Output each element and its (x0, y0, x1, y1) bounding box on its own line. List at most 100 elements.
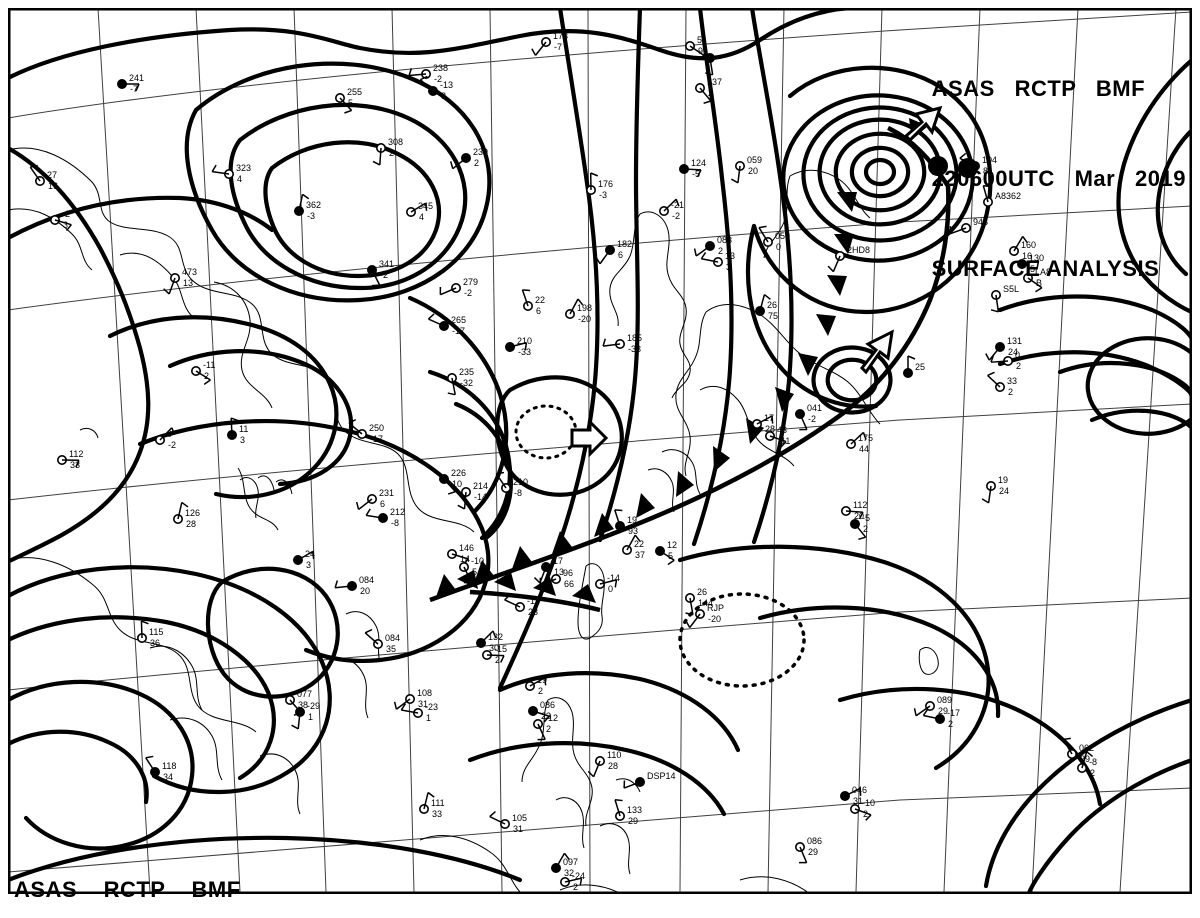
station-temp: B (1036, 278, 1043, 288)
station-pressure: 948 (973, 217, 989, 227)
station-temp: 28 (765, 424, 776, 434)
station-pressure: RJP (707, 603, 725, 613)
station-pressure: A8362 (995, 191, 1022, 201)
station-pressure: -5 (862, 513, 871, 523)
station-plot-marker (348, 418, 367, 439)
station-pressure: 041 (807, 403, 823, 413)
station-pressure: 0 (167, 429, 173, 439)
station-temp: 24 (999, 486, 1010, 496)
station-plot-marker (364, 628, 383, 649)
station-pressure: 226 (451, 468, 467, 478)
station-pressure: LA8 (1035, 267, 1052, 277)
station-plot-marker (191, 365, 211, 385)
map-frame (8, 8, 1192, 894)
station-pressure: -10 (862, 798, 876, 808)
station-plot-marker (990, 289, 1001, 313)
station-plot-marker (532, 718, 546, 741)
station-pressure: 084 (385, 633, 401, 643)
station-pressure: 96 (563, 568, 574, 578)
station-pressure: 26 (767, 300, 778, 310)
station-temp: 8 (441, 91, 447, 101)
station-plot-marker (372, 143, 386, 166)
station-plot-marker (730, 161, 745, 184)
station-plot-marker (439, 282, 461, 296)
station-temp: 2 (495, 655, 501, 665)
station-plot-marker (49, 215, 72, 232)
station-plot-marker (700, 252, 723, 267)
station-plot-marker (684, 592, 695, 616)
station-temp: 8 (983, 166, 989, 176)
station-temp: 33 (432, 809, 443, 819)
station-pressure: 118 (162, 761, 177, 771)
station-plot-marker (539, 573, 561, 587)
station-pressure: 176 (598, 179, 614, 189)
station-temp: 32 (564, 868, 575, 878)
station-pressure: 115 (149, 627, 164, 637)
station-temp: 24 (1008, 347, 1019, 357)
station-plot-marker (840, 505, 864, 520)
station-temp: 5 (348, 98, 354, 108)
station-plot-marker (623, 776, 645, 789)
station-temp: 2 (546, 724, 552, 734)
station-temp: 2 (1008, 387, 1014, 397)
station-pressure: 5 (697, 35, 703, 45)
station-plot-marker (564, 298, 584, 319)
station-plot-marker (981, 480, 996, 504)
station-temp: -11 (778, 436, 791, 446)
station-plot-marker (481, 649, 505, 663)
station-temp: 31 (418, 699, 429, 709)
station-pressure: 212 (390, 507, 406, 517)
station-temp: 16 (1022, 251, 1033, 261)
station-temp: 3 (63, 220, 69, 230)
station-plot-marker (913, 700, 935, 717)
station-pressure: -13 (527, 596, 541, 606)
dotted-circle-h1016 (678, 592, 806, 688)
station-pressure: -14 (607, 573, 621, 583)
station-pressure: -8 (1089, 757, 1098, 767)
station-temp: 3 (306, 560, 312, 570)
station-pressure: -21 (671, 200, 685, 210)
station-temp: 0 (776, 242, 782, 252)
station-pressure: 210 (513, 477, 529, 487)
station-temp: 1 (308, 712, 314, 722)
station-plot-marker (117, 79, 140, 92)
station-temp: 34 (163, 772, 174, 782)
station-temp: -7 (554, 42, 563, 52)
station-pressure: 255 (347, 87, 363, 97)
station-pressure: 43 (777, 425, 788, 435)
station-temp: 75 (768, 311, 779, 321)
station-temp: 29 (938, 706, 949, 716)
station-pressure: 160 (1021, 240, 1037, 250)
station-temp: 29 (808, 847, 819, 857)
station-pressure: 0 (1015, 350, 1021, 360)
station-plot-marker (658, 198, 680, 217)
station-plot-marker (693, 241, 715, 257)
station-temp: 10 (452, 479, 463, 489)
station-pressure: -13 (440, 80, 454, 90)
station-temp: 14 (460, 554, 471, 564)
station-pressure: 137 (707, 77, 723, 87)
station-temp: 9 (698, 46, 704, 56)
station-temp: 0 (608, 584, 614, 594)
station-temp: -2 (434, 74, 443, 84)
station-plot-marker (594, 578, 618, 589)
station-pressure: 130 (1029, 253, 1045, 263)
station-plot-marker (29, 164, 45, 187)
station-pressure: 250 (369, 423, 385, 433)
station-temp: 37 (635, 550, 646, 560)
station-temp: 5 (1030, 264, 1036, 274)
cold-front-main (429, 185, 951, 603)
station-temp: 4 (419, 212, 425, 222)
station-temp: -2 (808, 414, 817, 424)
station-plot-marker (531, 36, 551, 56)
station-temp: -8 (514, 488, 523, 498)
station-pressure: 33 (1007, 376, 1018, 386)
station-pressure: 17 (553, 556, 564, 566)
station-temp: -32 (460, 378, 474, 388)
station-pressure: 11 (239, 424, 249, 434)
station-pressure: 241 (129, 73, 145, 83)
station-pressure: 059 (747, 155, 763, 165)
station-pressure: -24 (572, 871, 586, 881)
station-pressure: -15 (494, 644, 508, 654)
